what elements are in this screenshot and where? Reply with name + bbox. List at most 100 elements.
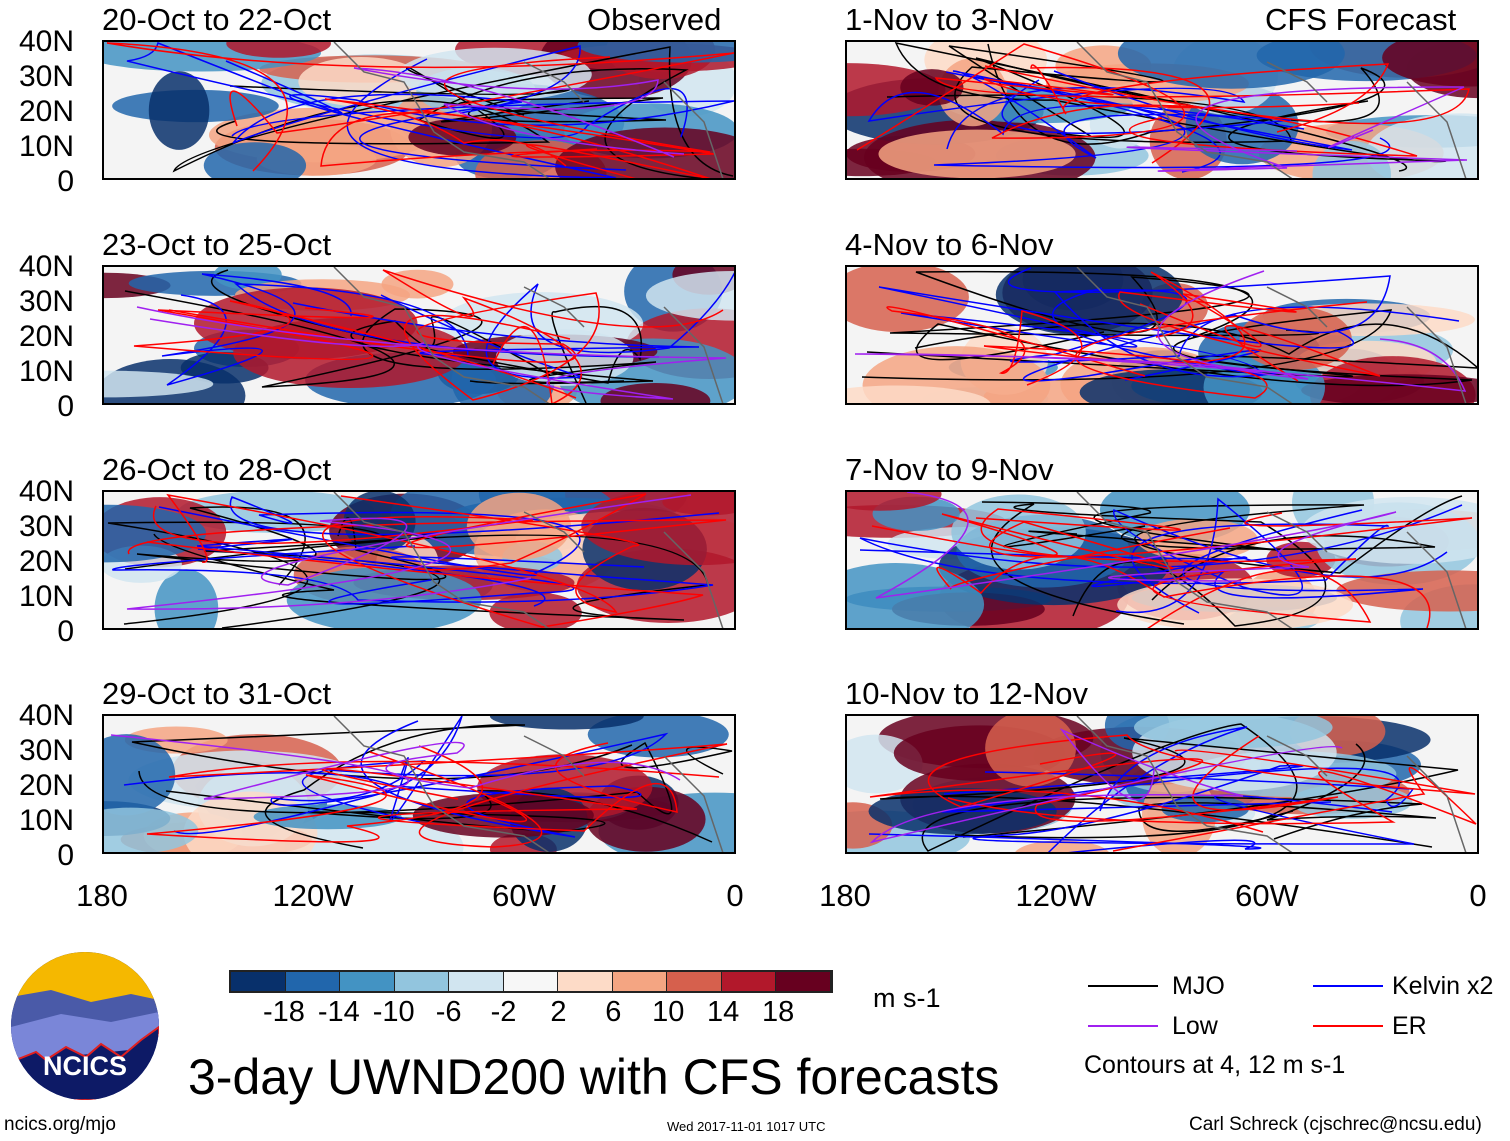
contour-line	[231, 58, 734, 178]
lat-label: 10N	[18, 355, 74, 388]
map-panel	[845, 714, 1479, 854]
lon-label: 60W	[492, 878, 556, 913]
wind-anomaly-blob	[1382, 42, 1477, 87]
forecast-label: CFS Forecast	[1265, 2, 1457, 37]
legend-label-er: ER	[1392, 1012, 1427, 1040]
lon-label: 180	[819, 878, 871, 913]
coastline	[1076, 716, 1467, 852]
colorbar-swatch	[558, 972, 613, 991]
contour-line	[353, 67, 685, 158]
lat-label: 0	[57, 165, 74, 198]
panel-title: 20-Oct to 22-Oct	[102, 2, 332, 37]
legend-label-kelvin: Kelvin x2	[1392, 972, 1494, 1000]
lat-label: 30N	[18, 60, 74, 93]
coastline	[333, 492, 724, 628]
contour-line	[875, 492, 1397, 599]
contour-line	[232, 45, 627, 171]
contour-line	[172, 46, 734, 177]
contour-line	[146, 505, 704, 628]
contour-line	[889, 270, 1319, 338]
map-panel	[102, 490, 736, 630]
wind-anomaly-blob	[104, 370, 214, 398]
wind-anomaly-blob	[1117, 578, 1353, 628]
wind-anomaly-blob	[645, 270, 734, 321]
contour-line	[158, 496, 720, 577]
contour-line	[168, 743, 728, 848]
legend-label-low: Low	[1172, 1012, 1218, 1040]
lat-label: 30N	[18, 285, 74, 318]
coastline	[1076, 42, 1467, 178]
wind-anomaly-blob	[1301, 374, 1477, 403]
map-panel	[845, 490, 1479, 630]
contour-line	[983, 271, 1368, 399]
contour-line	[110, 734, 681, 800]
coastline	[333, 716, 724, 852]
lat-label: 20N	[18, 769, 74, 802]
contour-line	[380, 272, 734, 379]
lat-label: 40N	[18, 699, 74, 732]
wind-anomaly-blob	[900, 69, 964, 106]
contour-line	[854, 270, 1467, 392]
lon-label: 0	[1469, 878, 1487, 913]
colorbar-swatch	[285, 972, 341, 991]
colorbar-label: 18	[761, 996, 795, 1028]
lat-label: 40N	[18, 475, 74, 508]
wind-anomaly-blob	[489, 716, 644, 730]
wind-anomaly-blob	[104, 504, 207, 563]
map-panel	[102, 265, 736, 405]
contour-line	[1113, 497, 1448, 613]
contour-line	[941, 767, 1415, 813]
lon-label: 60W	[1235, 878, 1299, 913]
contour-line	[320, 56, 711, 178]
map-panel	[102, 714, 736, 854]
wind-anomaly-blob	[253, 804, 402, 830]
panel-title: 26-Oct to 28-Oct	[102, 452, 332, 487]
colorbar-label: 2	[550, 996, 567, 1028]
lat-label: 40N	[18, 25, 74, 58]
colorbar-swatch	[667, 972, 722, 991]
contour-line	[933, 70, 1391, 169]
lat-label: 10N	[18, 130, 74, 163]
contour-line	[868, 726, 1262, 852]
contour-line	[127, 493, 727, 571]
contour-line	[861, 309, 1473, 387]
colorbar-label: 6	[605, 996, 622, 1028]
footer-timestamp: Wed 2017-11-01 1017 UTC	[667, 1119, 826, 1134]
panel-title: 1-Nov to 3-Nov	[845, 2, 1054, 37]
contour-line	[886, 306, 1146, 386]
lat-label: 20N	[18, 95, 74, 128]
contour-line	[921, 723, 1423, 852]
contour-line	[934, 65, 1470, 125]
wind-anomaly-blob	[847, 385, 991, 403]
wind-anomaly-blob	[847, 562, 985, 628]
coastline	[333, 267, 724, 403]
lat-label: 0	[57, 839, 74, 872]
legend-label-mjo: MJO	[1172, 972, 1225, 1000]
wind-anomaly-blob	[203, 142, 307, 178]
colorbar	[229, 970, 833, 993]
wind-anomaly-blob	[226, 42, 331, 58]
coastline	[333, 42, 724, 178]
colorbar-swatch	[394, 972, 450, 991]
observed-label: Observed	[587, 2, 722, 37]
contour-line	[1126, 86, 1468, 172]
panel-title: 7-Nov to 9-Nov	[845, 452, 1054, 487]
lon-label: 180	[76, 878, 128, 913]
wind-anomaly-blob	[286, 567, 482, 628]
contour-line	[871, 512, 1473, 570]
contour-line	[196, 538, 575, 607]
panel-title: 10-Nov to 12-Nov	[845, 676, 1088, 711]
lat-label: 40N	[18, 250, 74, 283]
contour-line	[1118, 291, 1381, 382]
contour-line	[270, 732, 669, 823]
colorbar-swatch	[503, 972, 559, 991]
colorbar-label: -6	[435, 996, 462, 1028]
contour-line	[869, 728, 1343, 844]
footer-url[interactable]: ncics.org/mjo	[4, 1114, 116, 1135]
lon-label: 120W	[1015, 878, 1097, 913]
map-panel	[845, 40, 1479, 180]
colorbar-label: -14	[317, 996, 360, 1028]
contour-line	[1028, 495, 1463, 574]
panel-title: 29-Oct to 31-Oct	[102, 676, 332, 711]
